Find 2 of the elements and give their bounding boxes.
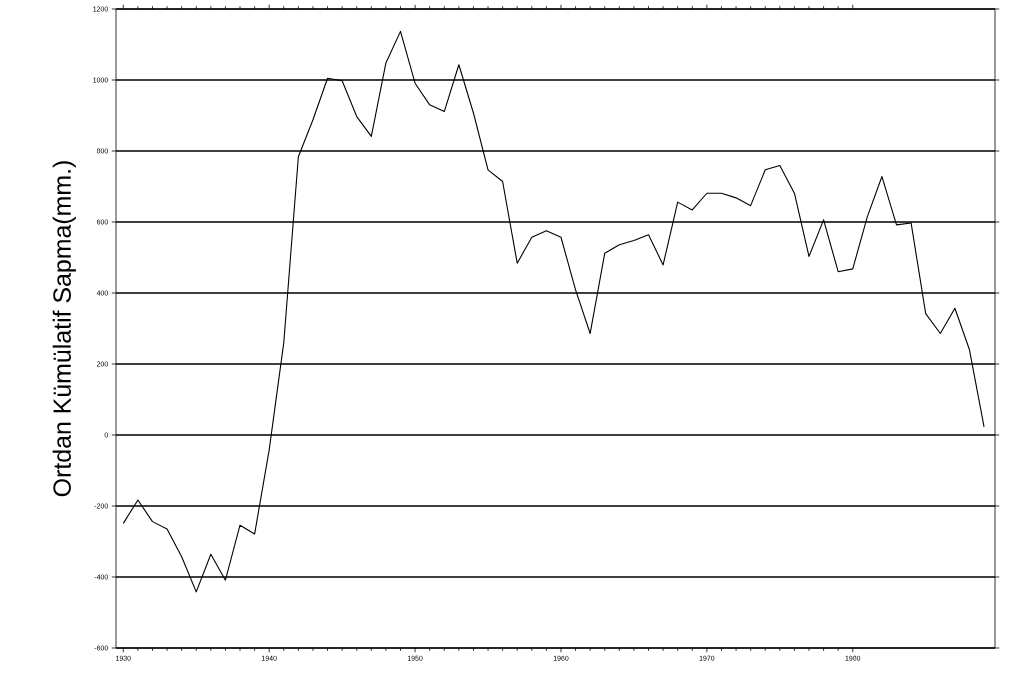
y-axis-title: Ortdan Kümülatif Sapma(mm.) [52,161,76,497]
line-series [122,30,985,593]
